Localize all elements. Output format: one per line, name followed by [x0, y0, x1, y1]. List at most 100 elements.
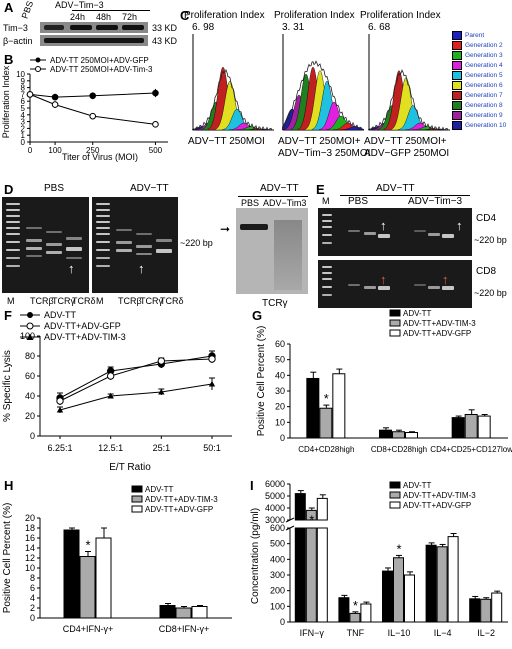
blot-lane-advtim3: ADV−Tim3: [263, 198, 307, 208]
group-label-adv-tim3: ADV−Tim−3: [55, 0, 104, 10]
bar: [191, 606, 208, 619]
y-tick-label: 20: [275, 402, 285, 412]
gel-band: [26, 239, 42, 242]
gel-band: [348, 230, 360, 232]
legend-item-generation: Generation 2: [452, 40, 506, 50]
size-label-cd4: ~220 bp: [474, 235, 507, 245]
legend-label: Generation 10: [465, 121, 507, 129]
histogram-2: [282, 34, 364, 131]
x-tick-label: CD8+IFN-γ+: [159, 624, 210, 634]
panel-label-b: B: [4, 52, 14, 67]
lane-label-24h: 24h: [70, 12, 86, 22]
legend-i-advtt: ADV-TT: [403, 481, 432, 490]
bar-upper: [294, 493, 306, 521]
y-tick-label: 100: [270, 601, 285, 611]
legend-label: Generation 4: [465, 61, 503, 69]
lane-label-pbs: PBS: [19, 0, 36, 21]
legend-swatch: [452, 80, 462, 90]
legend-item-generation: Parent: [452, 30, 506, 40]
gel-band: [6, 227, 20, 229]
gel-band: [6, 209, 20, 211]
gel-band: [26, 255, 42, 257]
legend-g-gfp: ADV-TT+ADV-GFP: [403, 329, 471, 338]
y-tick-label: 6: [21, 97, 26, 106]
gel-band: [46, 243, 62, 246]
y-tick-label: 12: [25, 553, 35, 563]
legend-swatch: [452, 30, 462, 40]
significance-asterisk: *: [85, 538, 90, 553]
legend-item-generation: Generation 4: [452, 60, 506, 70]
legend-i-tim3: ADV-TT+ADV-TIM-3: [403, 491, 476, 500]
series-line: [29, 93, 156, 125]
legend-swatch: [452, 70, 462, 80]
bar: [404, 574, 415, 623]
bar: [436, 546, 448, 623]
arrow-right-icon: ➞: [220, 222, 231, 236]
gel-band: [322, 220, 332, 222]
southern-blot-image: [236, 208, 308, 294]
legend-h-tim3: ADV-TT+ADV-TIM-3: [145, 495, 218, 504]
x-tick-label: 100: [48, 146, 62, 155]
legend-b-tim3: ADV-TT 250MOI+ADV-Tim-3: [50, 65, 153, 74]
series-line: [59, 383, 213, 411]
bar: [425, 544, 437, 623]
gel-band: [116, 249, 132, 252]
y-tick-label: 30: [275, 386, 285, 396]
legend-swatch: [452, 90, 462, 100]
legend-swatch: [452, 120, 462, 130]
blot-caption-tcrg: TCRγ: [262, 298, 288, 309]
western-blot-tim3: [40, 22, 148, 33]
bar: [319, 407, 333, 439]
gel-marker-label-1: M: [7, 296, 15, 306]
gel-band: [116, 229, 132, 231]
bar-upper: [316, 497, 328, 521]
x-tick-label: IFN−γ: [300, 628, 325, 638]
gel-band: [414, 230, 426, 232]
gel-band: [442, 286, 454, 290]
gel-band: [96, 221, 110, 223]
panel-label-d: D: [4, 182, 14, 197]
legend-b-gfp: ADV-TT 250MOI+ADV-GFP: [50, 56, 149, 65]
bar: [306, 377, 320, 439]
y-tick-label: 50: [275, 355, 285, 365]
blot-title-line: [238, 196, 308, 197]
gel-e-group-advtim3: ADV−Tim−3: [408, 196, 463, 207]
y-tick-label: 600: [270, 523, 285, 533]
lane-label-72h: 72h: [122, 12, 138, 22]
data-point: [157, 357, 166, 365]
bar: [175, 607, 192, 619]
row-label-tim3: Tim−3: [3, 23, 28, 33]
arrow-up-icon: ↑: [456, 218, 463, 233]
legend-item-generation: Generation 7: [452, 90, 506, 100]
arrow-up-icon: ↑: [380, 218, 387, 233]
gel-image-cd4: ↑ ↑: [318, 208, 472, 256]
y-tick-label: 4: [21, 111, 26, 120]
gel-band: [6, 257, 20, 259]
legend-f-advtt: ADV-TT: [44, 310, 77, 320]
chart-f-legend: ADV-TT ADV-TT+ADV-GFP ADV-TT+ADV-TIM-3: [20, 310, 126, 342]
legend-g-advtt: ADV-TT: [403, 309, 432, 318]
x-tick-label: IL−4: [434, 628, 452, 638]
proliferation-index-value-3: 6. 68: [368, 22, 391, 33]
y-tick-label: 0: [30, 431, 35, 441]
gel-band: [26, 227, 42, 229]
y-tick-label: 0: [280, 433, 285, 443]
gel-band: [6, 233, 20, 235]
bar: [382, 570, 393, 623]
legend-item-generation: Generation 3: [452, 50, 506, 60]
significance-asterisk: *: [353, 598, 358, 613]
data-point: [89, 112, 97, 120]
x-tick-label: 6.25:1: [47, 443, 72, 453]
bar: [469, 598, 481, 623]
y-tick-label: 1: [21, 131, 26, 140]
gel-image-pbs: ↑: [2, 197, 89, 293]
arrow-up-icon: ↑: [138, 261, 145, 276]
panel-label-c: C: [180, 8, 190, 23]
legend-swatch: [452, 50, 462, 60]
legend-item-generation: Generation 9: [452, 110, 506, 120]
gel-band: [46, 251, 62, 254]
data-point: [56, 406, 64, 413]
size-label-cd8: ~220 bp: [474, 288, 507, 298]
histogram-caption-3: ADV−GFP 250MOI: [364, 148, 450, 159]
